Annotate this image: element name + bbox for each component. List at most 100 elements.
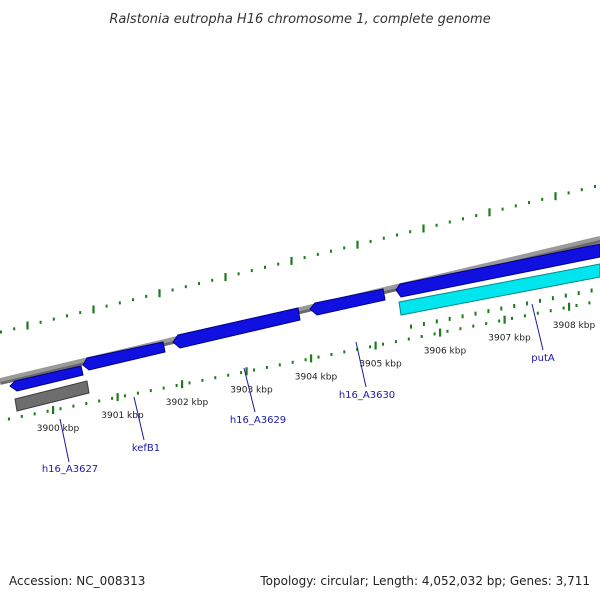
outer-major-tick (554, 192, 557, 201)
inner-tick-dot (410, 324, 412, 329)
gene-label-putA[interactable]: putA (531, 353, 555, 364)
tick-label: 3906 kbp (424, 347, 467, 357)
inner-tick-dot (227, 373, 230, 377)
outer-tick-dot (211, 278, 214, 282)
outer-tick-dot (132, 298, 134, 302)
inner-tick-dot (343, 350, 346, 354)
outer-tick-dot (462, 217, 464, 221)
inner-tick-dot (590, 288, 593, 293)
gene-box-highlight[interactable] (398, 263, 600, 316)
major-tick (439, 328, 442, 337)
tick-label: 3903 kbp (230, 385, 273, 395)
tick-label: 3902 kbp (166, 398, 209, 408)
label-line-putA (531, 303, 544, 351)
inner-tick-dot (291, 360, 294, 364)
inner-tick-dot (330, 353, 333, 356)
outer-tick-track (0, 185, 596, 334)
outer-tick-dot (514, 204, 517, 208)
inner-tick-dot (472, 324, 475, 328)
outer-tick-dot (330, 249, 332, 253)
inner-tick-dot (523, 314, 526, 318)
forward-gene-track (9, 243, 600, 392)
major-tick (116, 393, 119, 402)
inner-tick-dot (539, 298, 541, 303)
inner-tick-dot (7, 417, 10, 421)
inner-tick-dot (85, 402, 88, 405)
outer-tick-dot (528, 201, 530, 205)
outer-tick-dot (541, 197, 544, 201)
inner-tick-dot (201, 378, 204, 382)
outer-tick-dot (118, 301, 121, 305)
inner-tick-dot (253, 368, 255, 372)
inner-tick-dot (111, 396, 114, 400)
inner-tick-dot (188, 381, 191, 385)
inner-tick-dot (511, 316, 513, 320)
inner-tick-dot (435, 319, 438, 324)
gene-arrow-kefB1[interactable] (82, 341, 166, 371)
inner-tick-dot (369, 345, 372, 349)
gene-label-h16_A3630[interactable]: h16_A3630 (339, 390, 395, 401)
outer-tick-dot (475, 214, 478, 218)
outer-major-tick (92, 305, 95, 314)
outer-tick-dot (316, 252, 319, 256)
inner-tick-dot (407, 337, 410, 341)
gene-labels: h16_A3627 kefB1 h16_A3629 h16_A3630 putA (42, 303, 555, 475)
outer-tick-dot (303, 256, 306, 260)
outer-tick-dot (66, 314, 68, 318)
outer-tick-dot (52, 317, 55, 321)
outer-tick-dot (594, 185, 596, 188)
inner-tick-dot (577, 291, 580, 296)
label-line-h16_A3630 (355, 341, 367, 388)
outer-tick-dot (250, 269, 253, 273)
outer-tick-dot (198, 282, 200, 285)
outer-tick-dot (369, 239, 372, 243)
inner-tick-dot (265, 365, 268, 369)
major-tick (52, 406, 55, 414)
major-tick (245, 367, 248, 376)
tick-label: 3904 kbp (295, 372, 338, 382)
gene-label-kefB1[interactable]: kefB1 (132, 443, 160, 454)
inner-tick-dot (526, 301, 529, 306)
label-line-h16_A3629 (243, 367, 256, 413)
inner-tick-dot (498, 319, 501, 323)
inner-tick-dot (175, 384, 178, 387)
inner-tick-dot (448, 316, 451, 321)
outer-tick-dot (39, 320, 42, 324)
inner-tick-dot (487, 309, 490, 314)
inner-tick-dot (485, 322, 488, 326)
outer-tick-dot (567, 191, 570, 195)
outer-major-tick (422, 224, 425, 233)
outer-major-tick (290, 256, 293, 265)
inner-tick-dot (124, 394, 126, 398)
outer-tick-dot (171, 288, 174, 292)
inner-tick-dot (474, 311, 477, 316)
gene-arrow-h16_A3629[interactable] (172, 307, 301, 349)
inner-tick-dot (98, 399, 101, 403)
accession-text: Accession: NC_008313 (9, 574, 146, 588)
gene-label-h16_A3627[interactable]: h16_A3627 (42, 464, 98, 475)
gene-label-h16_A3629[interactable]: h16_A3629 (230, 415, 286, 426)
major-tick (181, 380, 184, 389)
outer-tick-dot (396, 233, 398, 237)
outer-major-tick (26, 321, 29, 330)
outer-tick-dot (184, 285, 187, 289)
outer-tick-dot (13, 327, 16, 331)
outer-tick-dot (409, 230, 412, 234)
gene-arrow-h16_A3627-left[interactable] (9, 365, 84, 392)
outer-major-tick (356, 240, 359, 249)
outer-major-tick (224, 273, 227, 281)
inner-tick-dot (304, 358, 307, 362)
inner-tick-dot (459, 327, 462, 331)
gene-box-h16_A3627[interactable] (14, 380, 90, 412)
major-tick (568, 302, 571, 311)
gene-arrow-putA[interactable] (395, 243, 600, 298)
gene-arrow-h16_A3630[interactable] (309, 288, 386, 316)
tick-label: 3900 kbp (37, 424, 80, 434)
inner-tick-dot (136, 391, 139, 395)
outer-tick-dot (264, 265, 266, 269)
outer-tick-dot (382, 236, 385, 240)
major-tick (374, 341, 377, 350)
inner-tick-dot (72, 404, 75, 408)
inner-tick-dot (214, 376, 217, 380)
tick-label: 3901 kbp (101, 411, 144, 421)
